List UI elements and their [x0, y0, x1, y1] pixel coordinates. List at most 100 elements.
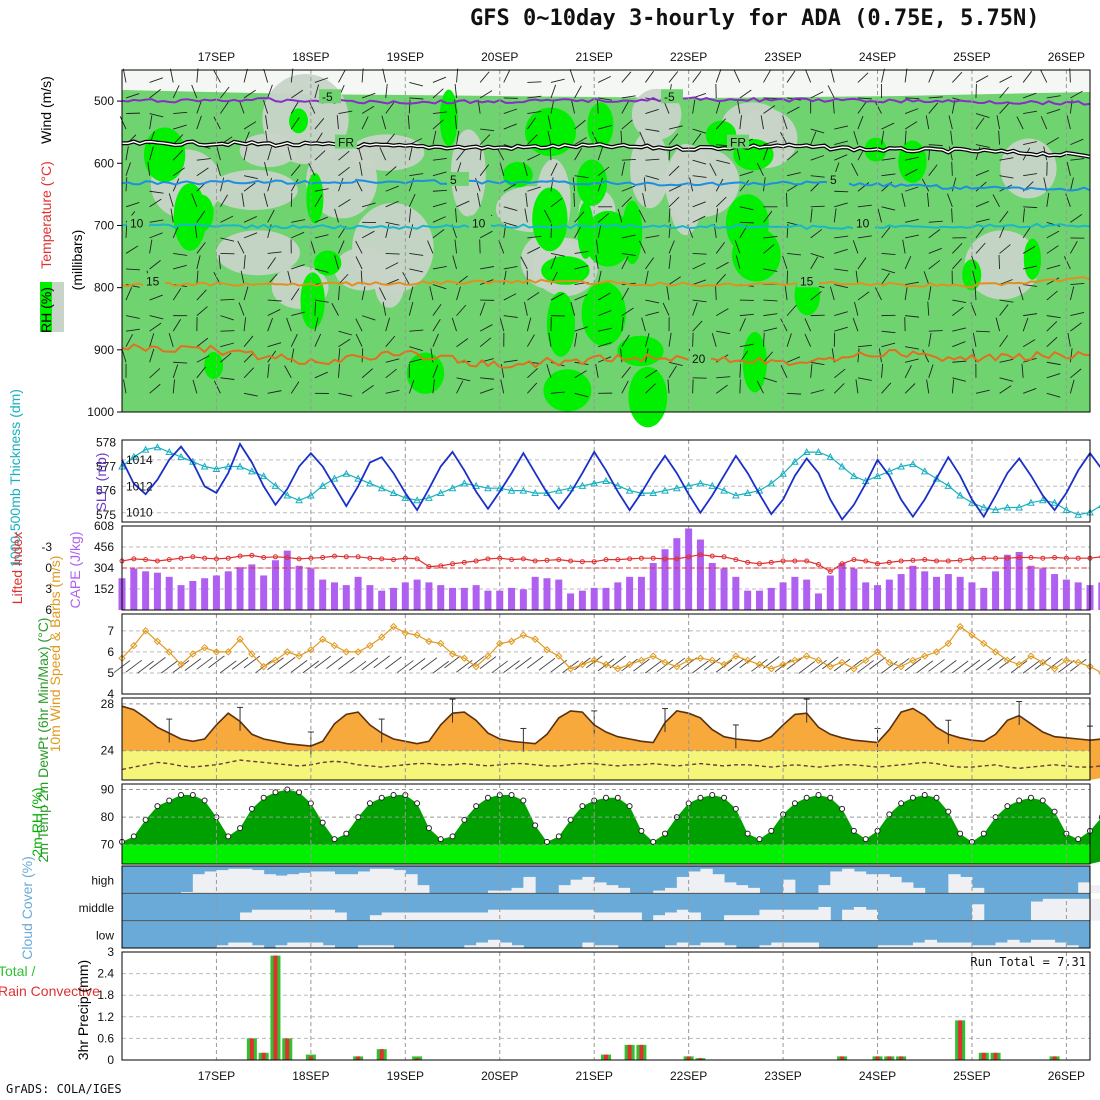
- cloud-low-bar: [936, 942, 949, 948]
- wind-barb: [952, 71, 963, 83]
- li-point: [391, 557, 397, 563]
- cape-bar: [295, 565, 303, 610]
- wind-barb: [595, 363, 599, 378]
- wind-barb: [780, 132, 788, 145]
- wind-barb: [928, 330, 943, 332]
- wind-barb: [172, 319, 182, 332]
- date-label-bottom: 23SEP: [764, 1069, 801, 1083]
- cloud-high-bar: [853, 871, 867, 894]
- wind-barb: [361, 315, 376, 321]
- thickness-point: [720, 486, 728, 494]
- li-point: [438, 563, 444, 569]
- cloud-middle-bar: [275, 909, 288, 921]
- cloud-middle-bar: [771, 909, 784, 921]
- cloud-low-bar: [381, 945, 395, 948]
- wind-barb: [621, 256, 629, 270]
- y-tick-label-right: 1012: [126, 479, 153, 493]
- wind-barb: [525, 192, 528, 207]
- cloud-high-bar: [865, 874, 879, 894]
- cloud-high-bar: [558, 885, 572, 894]
- rh-dry-patch: [964, 230, 1040, 300]
- wind-barb: [173, 124, 187, 130]
- wind-barb: [527, 291, 540, 301]
- y-tick-label-right: 456: [94, 540, 114, 554]
- li-point: [886, 559, 892, 565]
- date-label-top: 23SEP: [764, 50, 801, 64]
- precip-convective-bar: [273, 955, 278, 1060]
- wind-barb: [397, 660, 414, 673]
- wind-barb: [739, 318, 746, 332]
- wind-barb: [881, 268, 896, 274]
- cape-bar: [425, 582, 433, 610]
- wind-barb: [645, 70, 654, 83]
- wind-barb: [1034, 656, 1052, 670]
- cape-bar: [460, 587, 468, 610]
- wind-barb: [243, 335, 254, 347]
- cloud-high-bar: [901, 882, 914, 894]
- cape-bar: [260, 575, 268, 610]
- wind-speed-point: [743, 656, 752, 665]
- wind-speed-point: [909, 656, 917, 665]
- precip-convective-bar: [285, 1038, 290, 1060]
- wind-barb: [149, 77, 163, 83]
- y-tick-label: 0: [107, 1053, 114, 1067]
- wind-speed-point: [625, 660, 634, 669]
- wind-barb: [314, 333, 322, 347]
- li-point: [461, 559, 467, 565]
- wind-barb: [498, 240, 505, 254]
- wind-barb: [291, 311, 305, 317]
- y-tick-label: 500: [94, 94, 114, 108]
- wind-barb: [267, 146, 273, 161]
- rh-dry-patch: [630, 130, 670, 209]
- rh-dry-patch: [239, 133, 297, 168]
- wind-barb: [905, 97, 920, 100]
- wind-barb: [692, 128, 707, 134]
- wind-barb: [756, 162, 764, 176]
- wind-barb: [432, 266, 447, 270]
- wind-barb: [125, 202, 140, 208]
- cape-bar: [897, 574, 905, 610]
- wind-barb: [617, 208, 623, 223]
- temperature-contour: [121, 276, 1091, 289]
- cape-bar: [767, 587, 775, 610]
- cloud-middle-bar: [688, 912, 701, 921]
- y-tick-label: 1.8: [97, 988, 114, 1002]
- wind-barb: [1046, 361, 1061, 366]
- cape-bar: [1074, 582, 1082, 610]
- cloud-high-bar: [889, 876, 902, 894]
- cloud-high-bar: [948, 874, 961, 894]
- wind-speed-point: [496, 639, 504, 648]
- wind-barb: [574, 137, 587, 146]
- y-tick-label-left: 578: [96, 435, 116, 449]
- wind-barb: [149, 115, 153, 130]
- wind-barb: [310, 239, 316, 254]
- y-tick-label-left: -3: [41, 540, 52, 554]
- wind-barb: [409, 329, 424, 332]
- wind-barb: [597, 292, 611, 301]
- wind-barb: [479, 302, 486, 316]
- wind-barb: [739, 343, 754, 348]
- cape-bar: [319, 579, 327, 610]
- wind-barb: [668, 133, 679, 145]
- wind-barb: [928, 286, 932, 301]
- wind-barb: [1046, 392, 1061, 398]
- wind-barb: [149, 259, 161, 270]
- wind-speed-point: [141, 627, 150, 635]
- cloud-middle-bar: [747, 915, 760, 921]
- wind-barb: [243, 232, 258, 239]
- cloud-middle-bar: [428, 912, 442, 921]
- rh2m-point: [414, 800, 421, 807]
- contour-label-bg: [689, 351, 711, 366]
- thickness-point: [354, 474, 362, 482]
- contour-label-bg: [335, 134, 357, 149]
- li-point: [591, 559, 597, 565]
- li-point: [296, 556, 302, 562]
- wind-barb: [125, 659, 143, 673]
- wind-barb: [727, 658, 745, 672]
- thickness-point: [791, 457, 799, 465]
- wind-barb: [905, 234, 919, 239]
- thickness-point: [342, 469, 351, 477]
- wind-barb: [408, 286, 414, 301]
- wind-speed-point: [956, 622, 964, 631]
- li-point: [308, 555, 314, 561]
